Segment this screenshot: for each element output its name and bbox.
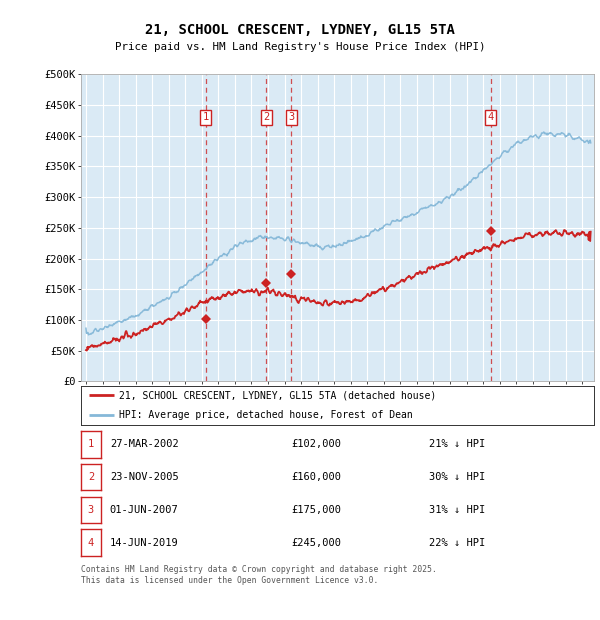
Text: 21, SCHOOL CRESCENT, LYDNEY, GL15 5TA (detached house): 21, SCHOOL CRESCENT, LYDNEY, GL15 5TA (d… bbox=[119, 391, 437, 401]
Text: 4: 4 bbox=[487, 112, 494, 122]
Text: HPI: Average price, detached house, Forest of Dean: HPI: Average price, detached house, Fore… bbox=[119, 410, 413, 420]
Text: 14-JUN-2019: 14-JUN-2019 bbox=[110, 538, 179, 548]
Text: 3: 3 bbox=[88, 505, 94, 515]
Text: 27-MAR-2002: 27-MAR-2002 bbox=[110, 439, 179, 450]
Text: 21, SCHOOL CRESCENT, LYDNEY, GL15 5TA: 21, SCHOOL CRESCENT, LYDNEY, GL15 5TA bbox=[145, 23, 455, 37]
Text: 22% ↓ HPI: 22% ↓ HPI bbox=[429, 538, 485, 548]
Text: 2: 2 bbox=[88, 472, 94, 482]
Text: Price paid vs. HM Land Registry's House Price Index (HPI): Price paid vs. HM Land Registry's House … bbox=[115, 42, 485, 52]
Text: Contains HM Land Registry data © Crown copyright and database right 2025.
This d: Contains HM Land Registry data © Crown c… bbox=[81, 565, 437, 585]
Text: £160,000: £160,000 bbox=[291, 472, 341, 482]
Text: 3: 3 bbox=[289, 112, 295, 122]
Text: 30% ↓ HPI: 30% ↓ HPI bbox=[429, 472, 485, 482]
Text: 01-JUN-2007: 01-JUN-2007 bbox=[110, 505, 179, 515]
Text: 21% ↓ HPI: 21% ↓ HPI bbox=[429, 439, 485, 450]
Text: 23-NOV-2005: 23-NOV-2005 bbox=[110, 472, 179, 482]
Text: £102,000: £102,000 bbox=[291, 439, 341, 450]
Text: 2: 2 bbox=[263, 112, 269, 122]
Text: £245,000: £245,000 bbox=[291, 538, 341, 548]
Text: 31% ↓ HPI: 31% ↓ HPI bbox=[429, 505, 485, 515]
Text: 4: 4 bbox=[88, 538, 94, 548]
Text: 1: 1 bbox=[88, 439, 94, 450]
Text: 1: 1 bbox=[202, 112, 209, 122]
Text: £175,000: £175,000 bbox=[291, 505, 341, 515]
